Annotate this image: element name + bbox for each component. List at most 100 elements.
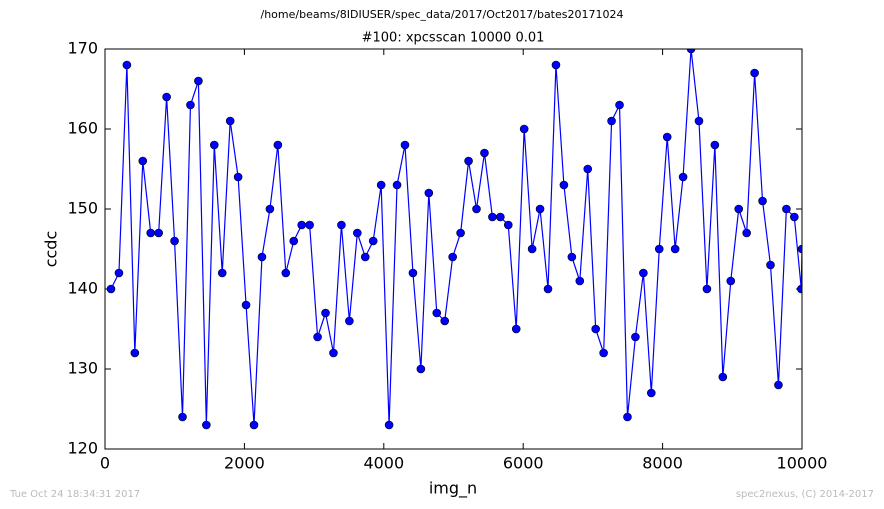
y-tick-label: 150 (67, 199, 98, 218)
marker (424, 188, 434, 198)
marker (186, 100, 195, 110)
marker (480, 148, 489, 158)
marker (686, 49, 696, 54)
plot-frame (104, 48, 803, 450)
marker (353, 228, 362, 238)
marker (233, 172, 243, 182)
marker (217, 268, 227, 278)
x-axis-label: img_n (429, 479, 477, 499)
marker (209, 140, 219, 150)
marker (750, 68, 759, 78)
marker (639, 268, 648, 278)
marker (384, 420, 394, 430)
marker (146, 228, 156, 238)
marker (527, 244, 537, 254)
marker (670, 244, 680, 254)
marker (472, 204, 481, 214)
marker (440, 316, 450, 326)
y-tick-label: 140 (67, 279, 98, 298)
marker (345, 316, 354, 326)
marker (790, 212, 799, 222)
marker (623, 412, 632, 422)
marker (631, 332, 640, 342)
marker (273, 140, 283, 150)
marker (360, 252, 370, 262)
marker (758, 196, 767, 206)
marker (122, 60, 132, 70)
y-tick-label: 160 (67, 119, 98, 138)
marker (543, 284, 553, 294)
y-tick-label: 120 (67, 439, 98, 458)
marker (297, 220, 306, 230)
marker (114, 268, 124, 278)
marker (313, 332, 322, 342)
x-tick-label: 4000 (363, 454, 404, 473)
marker (265, 204, 275, 214)
marker (456, 228, 465, 238)
marker (782, 204, 791, 214)
marker (567, 252, 577, 262)
marker (154, 228, 163, 238)
x-tick-label: 8000 (642, 454, 683, 473)
y-tick-label: 130 (67, 359, 98, 378)
x-tick-label: 2000 (224, 454, 265, 473)
marker (130, 348, 140, 358)
marker (225, 116, 235, 126)
marker (241, 300, 251, 310)
marker (392, 180, 402, 190)
marker (249, 420, 259, 430)
marker (106, 284, 116, 294)
marker (710, 140, 720, 150)
marker (654, 244, 664, 254)
marker (408, 268, 418, 278)
footer-left: Tue Oct 24 18:34:31 2017 (9, 489, 140, 500)
series (106, 49, 802, 430)
suptitle: /home/beams/8IDIUSER/spec_data/2017/Oct2… (261, 8, 624, 21)
marker (432, 308, 442, 318)
marker (503, 220, 513, 230)
marker (678, 172, 688, 182)
footer-right: spec2nexus, (C) 2014-2017 (736, 489, 874, 500)
marker (511, 324, 521, 334)
marker (202, 420, 211, 430)
marker (289, 236, 299, 246)
marker (662, 132, 672, 142)
x-tick-label: 10000 (777, 454, 828, 473)
marker (718, 372, 728, 382)
x-tick-label: 6000 (503, 454, 544, 473)
marker (615, 100, 624, 110)
marker (535, 204, 545, 214)
marker (607, 116, 616, 126)
marker (464, 156, 473, 166)
marker (519, 124, 529, 134)
marker (400, 140, 410, 150)
marker (257, 252, 267, 262)
marker (702, 284, 712, 294)
marker (591, 324, 600, 334)
marker (726, 276, 736, 286)
marker (797, 284, 802, 294)
marker (329, 348, 338, 358)
marker (138, 156, 148, 166)
marker (194, 76, 203, 86)
marker (575, 276, 585, 286)
marker (742, 228, 751, 238)
marker (321, 308, 330, 318)
chart-title: #100: xpcsscan 10000 0.01 (362, 31, 545, 46)
marker (774, 380, 783, 390)
marker (368, 236, 378, 246)
marker (488, 212, 497, 222)
marker (281, 268, 291, 278)
x-tick-label: 0 (100, 454, 110, 473)
marker (448, 252, 457, 262)
marker (599, 348, 608, 358)
marker (583, 164, 593, 174)
marker (305, 220, 314, 230)
marker (416, 364, 426, 374)
marker (162, 92, 171, 102)
marker (178, 412, 187, 422)
marker (694, 116, 704, 126)
y-tick-label: 170 (67, 39, 98, 58)
